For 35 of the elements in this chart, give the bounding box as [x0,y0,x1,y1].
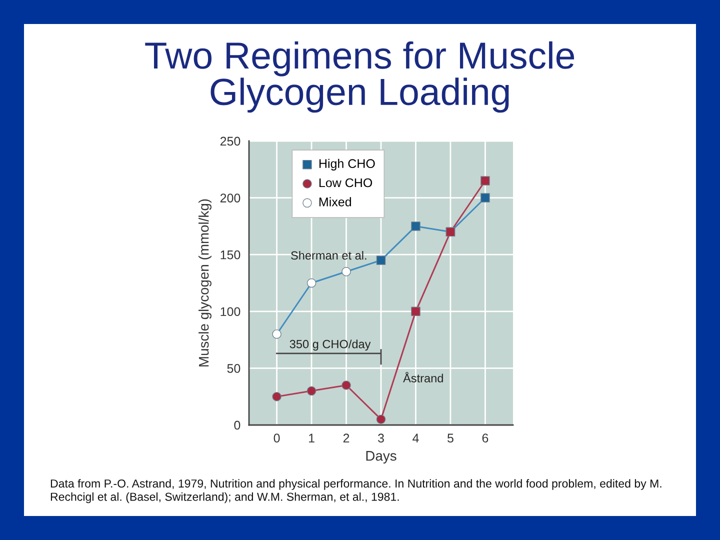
point [376,414,386,424]
annotation: 350 g CHO/day [290,340,371,351]
chart-title: Two Regimens for Muscle Glycogen Loading [145,41,574,113]
x-tick-label: 6 [482,434,488,443]
point [306,278,316,288]
x-tick-label: 0 [274,434,280,443]
series-label: Sherman et al. [291,250,366,260]
legend-label: Mixed [319,197,351,206]
text: Data from P.-O. Astrand, 1979, Nutrition and physical performance. In Nutrition and the world food problem, edited by M. Rechcigl et al. (Basel, Switzerland); and W.M. Sherman, et al., 1981. [50,479,662,504]
point [342,380,351,390]
y-tick-label: 150 [220,250,240,260]
point [306,386,316,396]
legend-label: High CHO [319,158,375,170]
x-tick-label: 5 [448,434,454,443]
y-tick-label: 250 [220,136,240,146]
series-label: Åstrand [403,372,443,382]
y-axis-title: Muscle glycogen (mmol/kg) [198,199,212,366]
y-tick-label: 0 [234,420,240,430]
y-tick-label: 50 [227,364,240,373]
point [411,222,420,231]
point [272,329,282,339]
y-tick-label: 100 [220,307,240,316]
point [272,392,282,402]
x-tick-label: 1 [309,434,314,442]
point [480,176,490,186]
point [376,256,386,265]
point [411,306,420,316]
y-tick-label: 200 [220,194,240,202]
x-tick-label: 3 [378,434,384,443]
point [480,193,490,202]
point [342,267,351,276]
x-tick-label: 2 [343,434,350,442]
x-tick-label: 4 [412,434,419,442]
legend-label: Low CHO [319,178,372,188]
x-axis-title: Days [366,451,396,464]
